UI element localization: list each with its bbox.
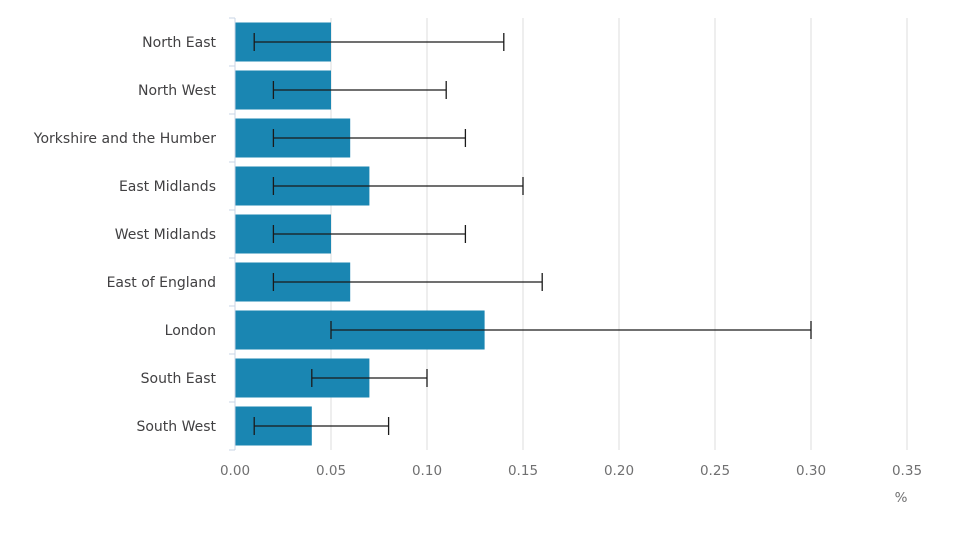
x-tick-label: 0.05	[316, 463, 346, 479]
x-tick-label: 0.35	[892, 463, 922, 479]
category-label: East of England	[107, 275, 216, 291]
category-label: South East	[141, 371, 217, 387]
category-label: Yorkshire and the Humber	[33, 131, 216, 147]
x-tick-label: 0.10	[412, 463, 442, 479]
x-tick-label: 0.30	[796, 463, 826, 479]
error-bars	[253, 33, 812, 435]
category-label: West Midlands	[115, 227, 216, 243]
category-labels: North East North West Yorkshire and the Hu…	[33, 35, 217, 435]
category-label: London	[165, 323, 216, 339]
category-label: East Midlands	[119, 179, 216, 195]
error-bar	[272, 225, 467, 243]
x-tick-label: 0.20	[604, 463, 634, 479]
x-tick-label: 0.15	[508, 463, 538, 479]
error-bar	[311, 369, 428, 387]
category-label: North East	[142, 35, 216, 51]
error-bar	[272, 129, 467, 147]
y-axis	[229, 17, 236, 451]
error-bar	[253, 417, 390, 435]
x-tick-labels: 0.00 0.05 0.10 0.15 0.20 0.25 0.30 0.35	[220, 463, 922, 479]
category-label: South West	[136, 419, 216, 435]
x-tick-label: 0.25	[700, 463, 730, 479]
x-tick-label: 0.00	[220, 463, 250, 479]
error-bar	[272, 273, 543, 291]
error-bar	[330, 321, 812, 339]
error-bar	[253, 33, 505, 51]
error-bar	[272, 81, 447, 99]
category-label: North West	[138, 83, 217, 99]
error-bar	[272, 177, 524, 195]
x-axis-unit-label: %	[895, 490, 908, 506]
